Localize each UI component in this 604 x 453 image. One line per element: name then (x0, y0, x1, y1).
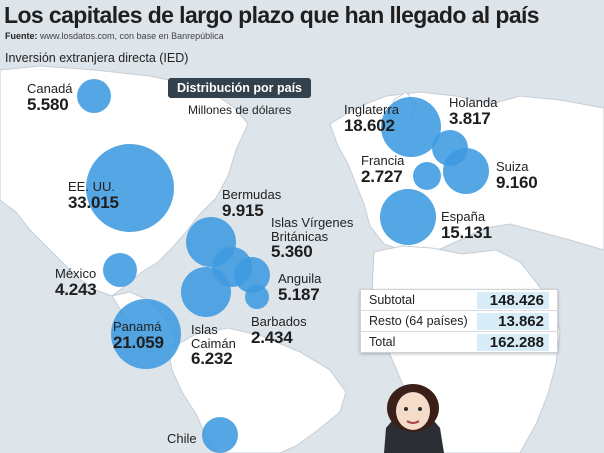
summary-table: Subtotal 148.426 Resto (64 países) 13.86… (360, 289, 558, 353)
country-name: Caimán (191, 335, 236, 351)
country-name: Inglaterra (344, 102, 399, 117)
country-name: Canadá (27, 81, 73, 96)
country-value: 5.360 (271, 242, 313, 262)
label-islas-virgenes: Islas Vírgenes Británicas 5.360 (271, 216, 353, 261)
country-name: Suiza (496, 159, 529, 174)
source-label: Fuente: (5, 31, 38, 41)
source-line: Fuente: www.losdatos.com, con base en Ba… (5, 31, 224, 41)
bubble-panama (111, 299, 181, 369)
country-name: EE. UU. (68, 179, 115, 194)
summary-row-resto: Resto (64 países) 13.862 (361, 311, 557, 332)
country-value: 2.434 (251, 327, 293, 347)
country-name: México (55, 266, 97, 281)
label-usa: EE. UU. 33.015 (68, 180, 119, 211)
bubble-barbados (245, 285, 269, 309)
country-value: 21.059 (113, 332, 164, 352)
bubble-mexico (103, 253, 137, 287)
subtitle: Inversión extranjera directa (IED) (5, 51, 189, 65)
label-canada: Canadá 5.580 (27, 82, 73, 113)
bubble-islas-caiman (181, 267, 231, 317)
label-inglaterra: Inglaterra 18.602 (344, 103, 399, 134)
summary-label: Resto (64 países) (369, 314, 468, 328)
country-value: 5.580 (27, 94, 69, 114)
country-name: Panamá (113, 319, 162, 334)
bubble-espana (380, 189, 436, 245)
bubble-chile (202, 417, 238, 453)
summary-row-subtotal: Subtotal 148.426 (361, 290, 557, 311)
summary-value: 148.426 (477, 291, 549, 309)
country-name: Bermudas (222, 187, 282, 202)
units-label: Millones de dólares (188, 103, 292, 117)
summary-value: 13.862 (477, 312, 549, 330)
label-barbados: Barbados 2.434 (251, 315, 307, 346)
country-value: 9.915 (222, 200, 264, 220)
bubble-francia (413, 162, 441, 190)
country-name: Islas (191, 322, 218, 337)
summary-value: 162.288 (477, 333, 549, 351)
country-name: Holanda (449, 95, 498, 110)
label-anguila: Anguila 5.187 (278, 272, 321, 303)
source-text: www.losdatos.com, con base en Banrepúbli… (40, 31, 224, 41)
country-name: Británicas (271, 228, 329, 244)
summary-label: Total (369, 335, 396, 349)
country-value: 6.232 (191, 349, 233, 369)
label-francia: Francia 2.727 (361, 154, 404, 185)
bubble-usa (86, 144, 174, 232)
label-holanda: Holanda 3.817 (449, 96, 497, 127)
bubble-canada (77, 79, 111, 113)
label-chile: Chile (167, 432, 197, 446)
woman-illustration (384, 384, 444, 453)
summary-row-total: Total 162.288 (361, 332, 557, 352)
country-value: 15.131 (441, 222, 492, 242)
label-espana: España 15.131 (441, 210, 492, 241)
label-islas-caiman: Islas Caimán 6.232 (191, 323, 236, 368)
country-name: Chile (167, 431, 197, 446)
country-value: 4.243 (55, 279, 97, 299)
label-suiza: Suiza 9.160 (496, 160, 538, 191)
country-name: Anguila (278, 271, 322, 286)
country-value: 3.817 (449, 108, 491, 128)
label-bermudas: Bermudas 9.915 (222, 188, 281, 219)
country-name: Islas Vírgenes (271, 215, 354, 230)
bubble-inglaterra (381, 97, 441, 157)
country-value: 9.160 (496, 172, 538, 192)
country-value: 18.602 (344, 115, 395, 135)
country-name: Barbados (251, 314, 307, 329)
country-name: España (441, 209, 486, 224)
distribution-badge: Distribución por país (168, 78, 312, 98)
country-value: 5.187 (278, 284, 320, 304)
label-mexico: México 4.243 (55, 267, 97, 298)
country-value: 2.727 (361, 166, 403, 186)
country-value: 33.015 (68, 192, 119, 212)
label-panama: Panamá 21.059 (113, 320, 164, 351)
page-title: Los capitales de largo plazo que han lle… (4, 2, 540, 28)
bubble-anguila (234, 257, 270, 293)
summary-label: Subtotal (369, 293, 415, 307)
country-name: Francia (361, 153, 405, 168)
bubble-suiza (443, 148, 489, 194)
